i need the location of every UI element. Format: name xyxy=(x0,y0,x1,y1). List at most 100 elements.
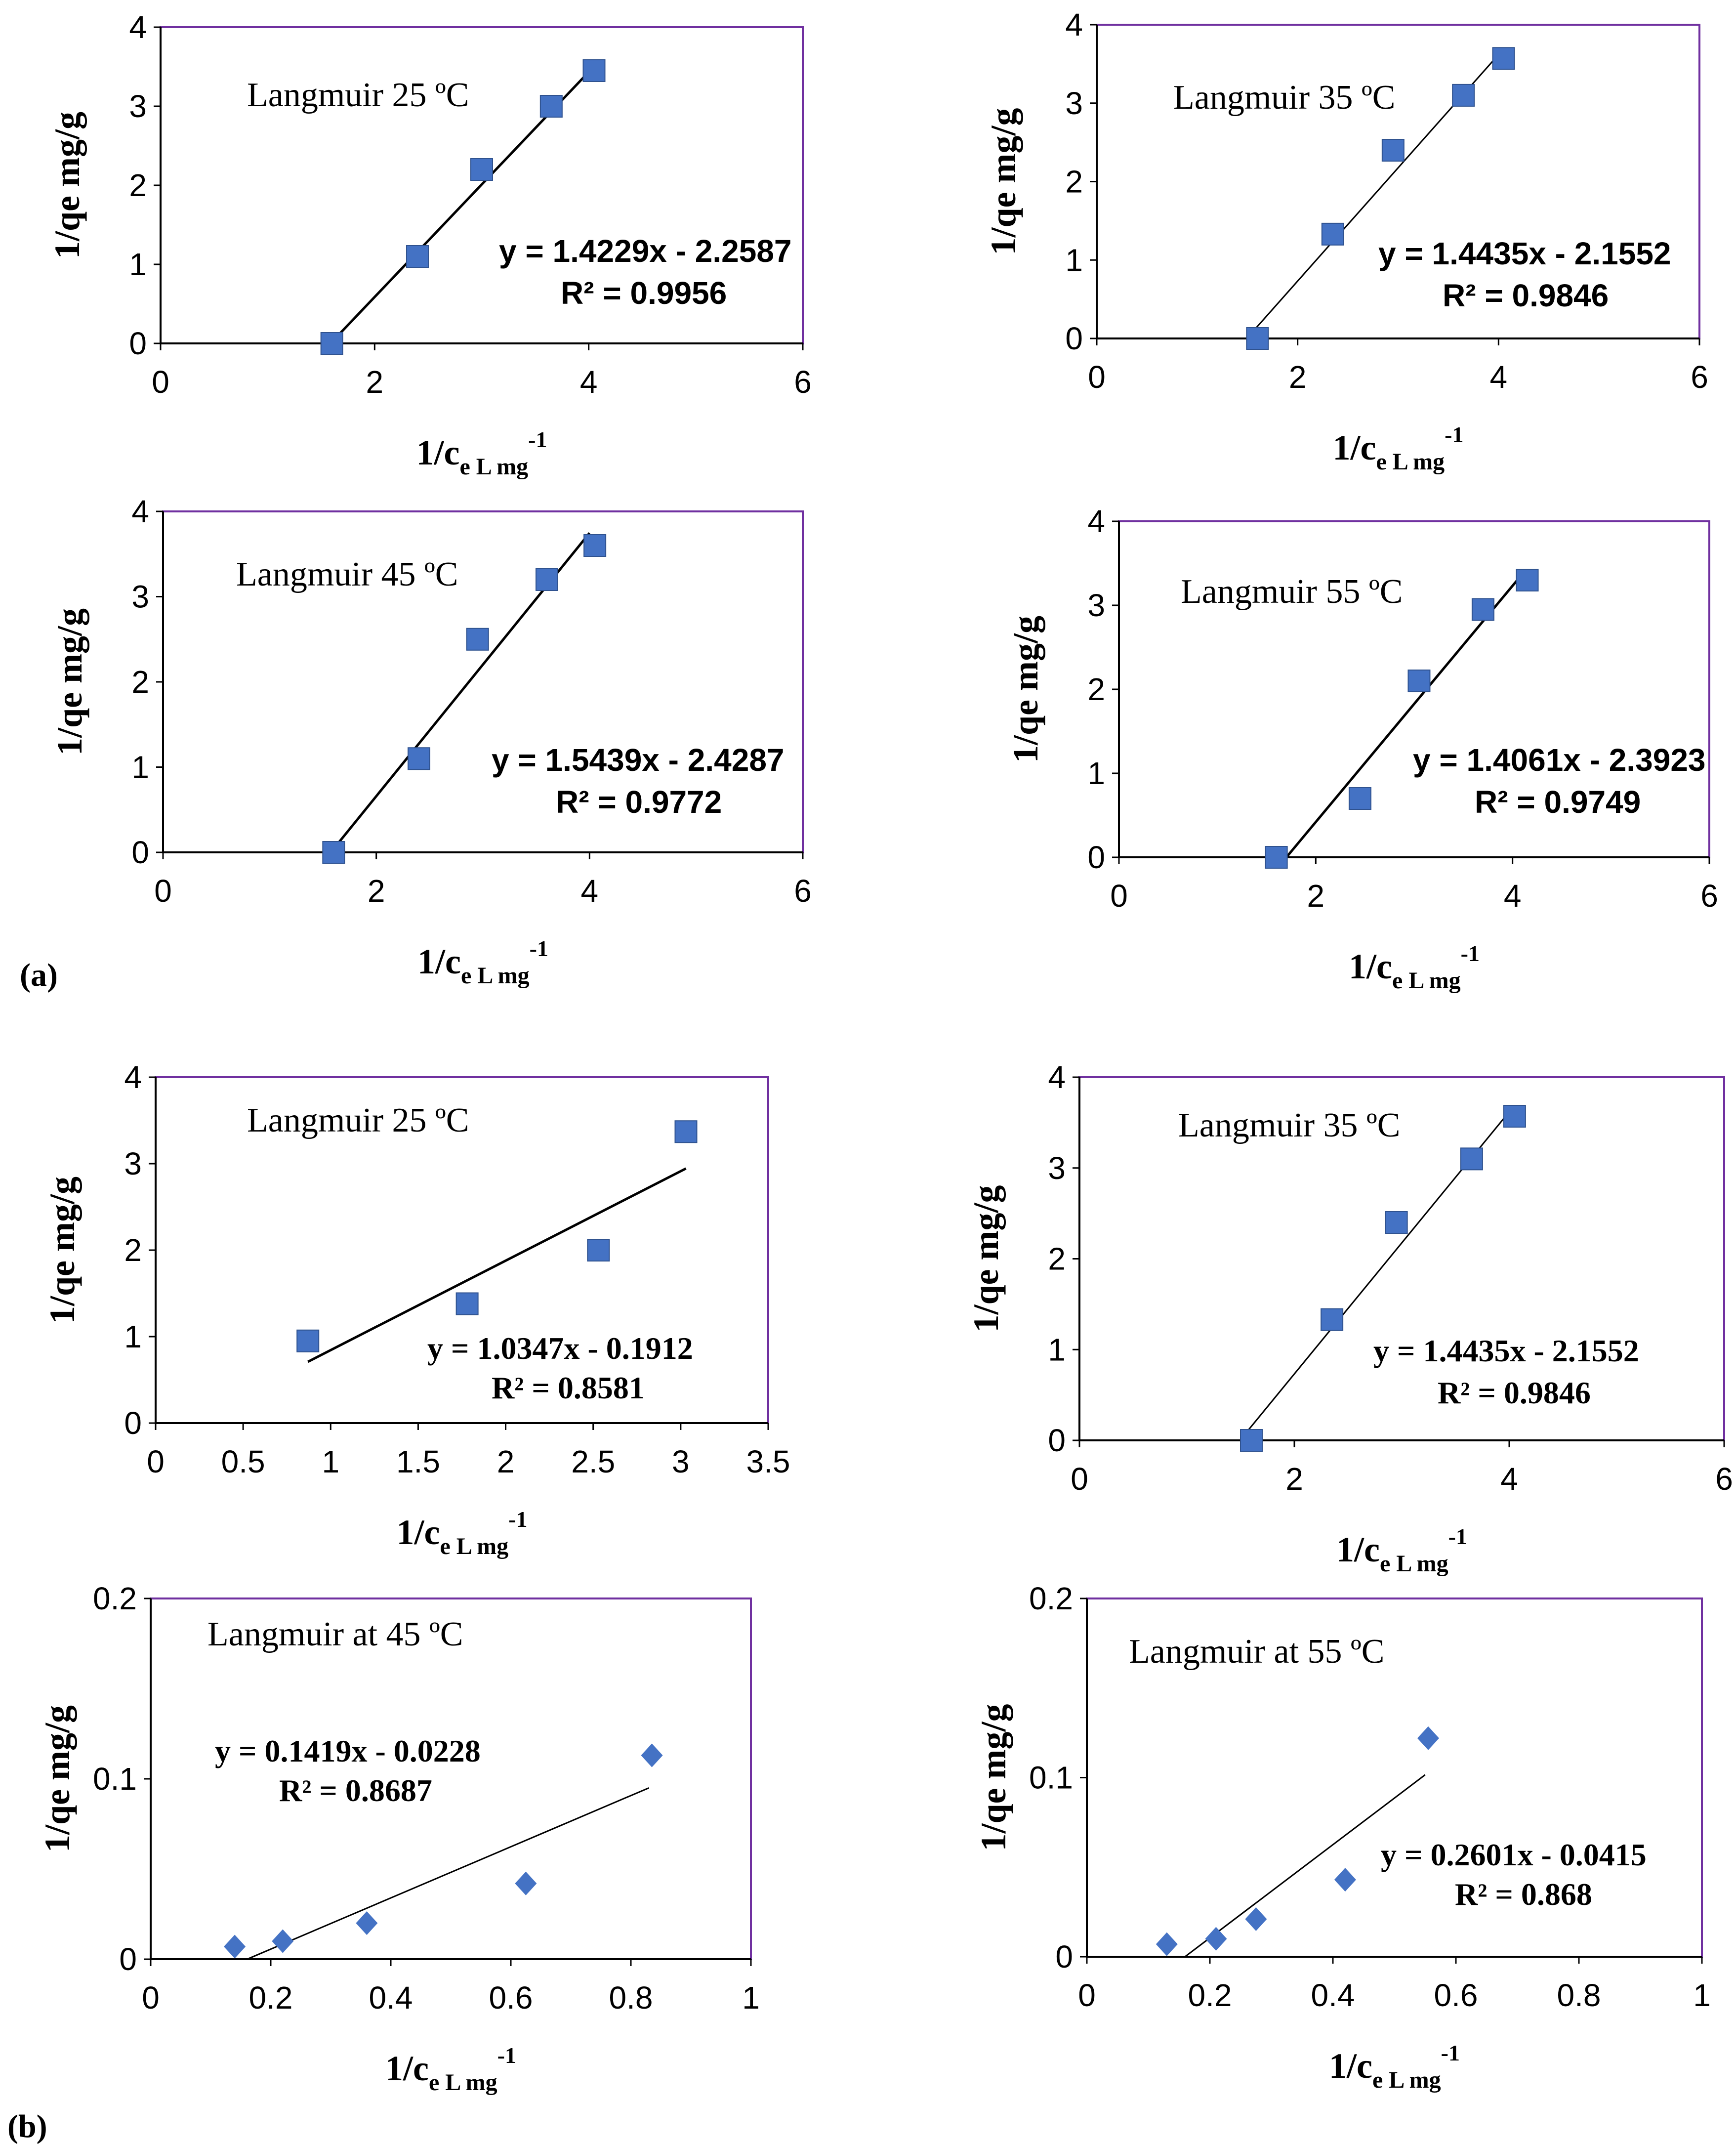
x-tick-label: 3 xyxy=(672,1444,690,1479)
x-tick-label: 0.5 xyxy=(221,1444,265,1479)
y-axis-label: 1/qe mg/g xyxy=(966,1185,1006,1333)
x-tick-label: 0.8 xyxy=(609,1980,653,2016)
x-tick-label: 6 xyxy=(794,873,812,909)
x-tick-label: 0.8 xyxy=(1557,1977,1601,2013)
x-tick-label: 0.6 xyxy=(1434,1977,1478,2013)
y-tick-label: 2 xyxy=(1087,672,1105,707)
data-point xyxy=(322,841,345,864)
y-tick-label: 2 xyxy=(1065,164,1083,200)
data-point xyxy=(1246,327,1269,350)
data-point xyxy=(224,1934,246,1959)
data-point xyxy=(1492,47,1515,70)
x-tick-label: 0 xyxy=(142,1980,160,2016)
y-tick-label: 2 xyxy=(131,664,149,700)
y-tick-label: 3 xyxy=(131,579,149,615)
y-tick-label: 0 xyxy=(1065,321,1083,356)
x-tick-label: 4 xyxy=(581,873,599,909)
y-tick-label: 0.2 xyxy=(1029,1581,1073,1616)
data-point xyxy=(406,245,429,268)
x-tick-label: 0 xyxy=(1078,1977,1096,2013)
y-tick-label: 0 xyxy=(1087,840,1105,875)
chart-title: Langmuir 25 ºC xyxy=(247,76,469,114)
x-tick-label: 1 xyxy=(1693,1977,1711,2013)
x-tick-label: 6 xyxy=(794,364,812,400)
chart-a1: 0 1 2 3 4 0 2 4 6 1/qe mg/g 1/ce L mg-1 Langmuir 25… xyxy=(47,9,812,480)
data-point xyxy=(1321,222,1344,246)
x-tick-label: 0 xyxy=(147,1444,165,1479)
data-point xyxy=(1471,598,1494,621)
chart-title: Langmuir 55 ºC xyxy=(1181,573,1403,611)
x-axis-label: 1/ce L mg-1 xyxy=(1329,2040,1460,2093)
x-tick-label: 6 xyxy=(1691,359,1708,395)
x-tick-label: 2 xyxy=(366,364,384,400)
x-tick-label: 0.6 xyxy=(489,1980,533,2016)
y-tick-label: 2 xyxy=(1048,1241,1066,1277)
y-tick-label: 4 xyxy=(1087,504,1105,539)
r-squared: R² = 0.9846 xyxy=(1443,278,1609,313)
x-tick-label: 4 xyxy=(1504,878,1522,914)
x-tick-label: 0.2 xyxy=(249,1980,293,2016)
x-tick-label: 4 xyxy=(580,364,598,400)
data-point xyxy=(583,534,607,557)
trendline xyxy=(307,1167,687,1363)
y-tick-label: 2 xyxy=(124,1232,142,1268)
y-tick-label: 1 xyxy=(131,750,149,785)
x-tick-label: 2 xyxy=(1307,878,1325,914)
x-axis-label: 1/ce L mg-1 xyxy=(1349,941,1480,994)
data-point xyxy=(1334,1868,1356,1892)
trendline xyxy=(1185,1774,1426,1957)
data-point xyxy=(470,158,493,181)
data-point xyxy=(539,95,563,118)
data-point xyxy=(641,1743,663,1767)
x-tick-label: 0 xyxy=(1071,1461,1088,1497)
x-tick-label: 0 xyxy=(154,873,172,909)
panel-label-b: (b) xyxy=(7,2108,47,2144)
chart-b2: 0 1 2 3 4 0 2 4 6 1/qe mg/g 1/ce L mg-1 Langmuir 35… xyxy=(966,1059,1733,1577)
regression-equation: y = 1.5439x - 2.4287 xyxy=(492,742,785,778)
data-point xyxy=(1407,670,1431,692)
y-tick-label: 4 xyxy=(1048,1059,1066,1095)
chart-b1: 0 1 2 3 4 0 0.5 1 1.5 2 2.5 3 3.5 1/qe mg/g 1/ce L mg-… xyxy=(42,1059,790,1559)
y-tick-label: 0.2 xyxy=(93,1581,137,1616)
x-tick-label: 2 xyxy=(368,873,385,909)
data-point xyxy=(1503,1105,1526,1128)
x-tick-label: 6 xyxy=(1700,878,1718,914)
x-axis-label: 1/ce L mg-1 xyxy=(397,1507,528,1559)
chart-title: Langmuir at 45 ºC xyxy=(207,1615,463,1653)
r-squared: R² = 0.8581 xyxy=(492,1370,645,1405)
y-tick-label: 4 xyxy=(1065,7,1083,42)
data-point xyxy=(587,1239,610,1261)
r-squared: R² = 0.9749 xyxy=(1475,784,1641,820)
chart-title: Langmuir 45 ºC xyxy=(236,555,458,593)
data-point xyxy=(1205,1927,1227,1951)
data-point xyxy=(515,1871,537,1895)
x-tick-label: 2 xyxy=(1285,1461,1303,1497)
chart-a4: 0 1 2 3 4 0 2 4 6 1/qe mg/g 1/ce L mg-1 Langmuir 55… xyxy=(1006,504,1718,994)
y-tick-label: 3 xyxy=(1065,85,1083,121)
r-squared: R² = 0.8687 xyxy=(279,1773,432,1808)
x-tick-label: 4 xyxy=(1500,1461,1518,1497)
x-tick-label: 0.4 xyxy=(1311,1977,1355,2013)
x-tick-label: 3.5 xyxy=(746,1444,790,1479)
data-point xyxy=(455,1292,479,1315)
data-point xyxy=(1460,1147,1483,1171)
data-point xyxy=(1452,84,1475,107)
data-point xyxy=(1381,139,1405,162)
y-axis-label: 1/qe mg/g xyxy=(47,112,87,259)
x-tick-label: 1.5 xyxy=(396,1444,440,1479)
y-tick-label: 0.1 xyxy=(93,1761,137,1797)
y-tick-label: 4 xyxy=(129,9,147,45)
data-point xyxy=(1516,569,1539,591)
chart-a2: 0 1 2 3 4 0 2 4 6 1/qe mg/g 1/ce L mg-1 Langmuir 35… xyxy=(984,7,1708,475)
x-tick-label: 2.5 xyxy=(571,1444,615,1479)
data-point xyxy=(582,59,606,82)
chart-title: Langmuir 35 ºC xyxy=(1173,79,1395,117)
x-tick-label: 0.4 xyxy=(369,1980,413,2016)
x-tick-label: 0 xyxy=(152,364,169,400)
regression-equation: y = 1.4061x - 2.3923 xyxy=(1413,742,1706,778)
data-point xyxy=(408,747,430,770)
chart-title: Langmuir 25 ºC xyxy=(247,1101,469,1139)
data-point xyxy=(1265,846,1288,869)
y-tick-label: 1 xyxy=(124,1319,142,1354)
data-point xyxy=(320,332,343,355)
